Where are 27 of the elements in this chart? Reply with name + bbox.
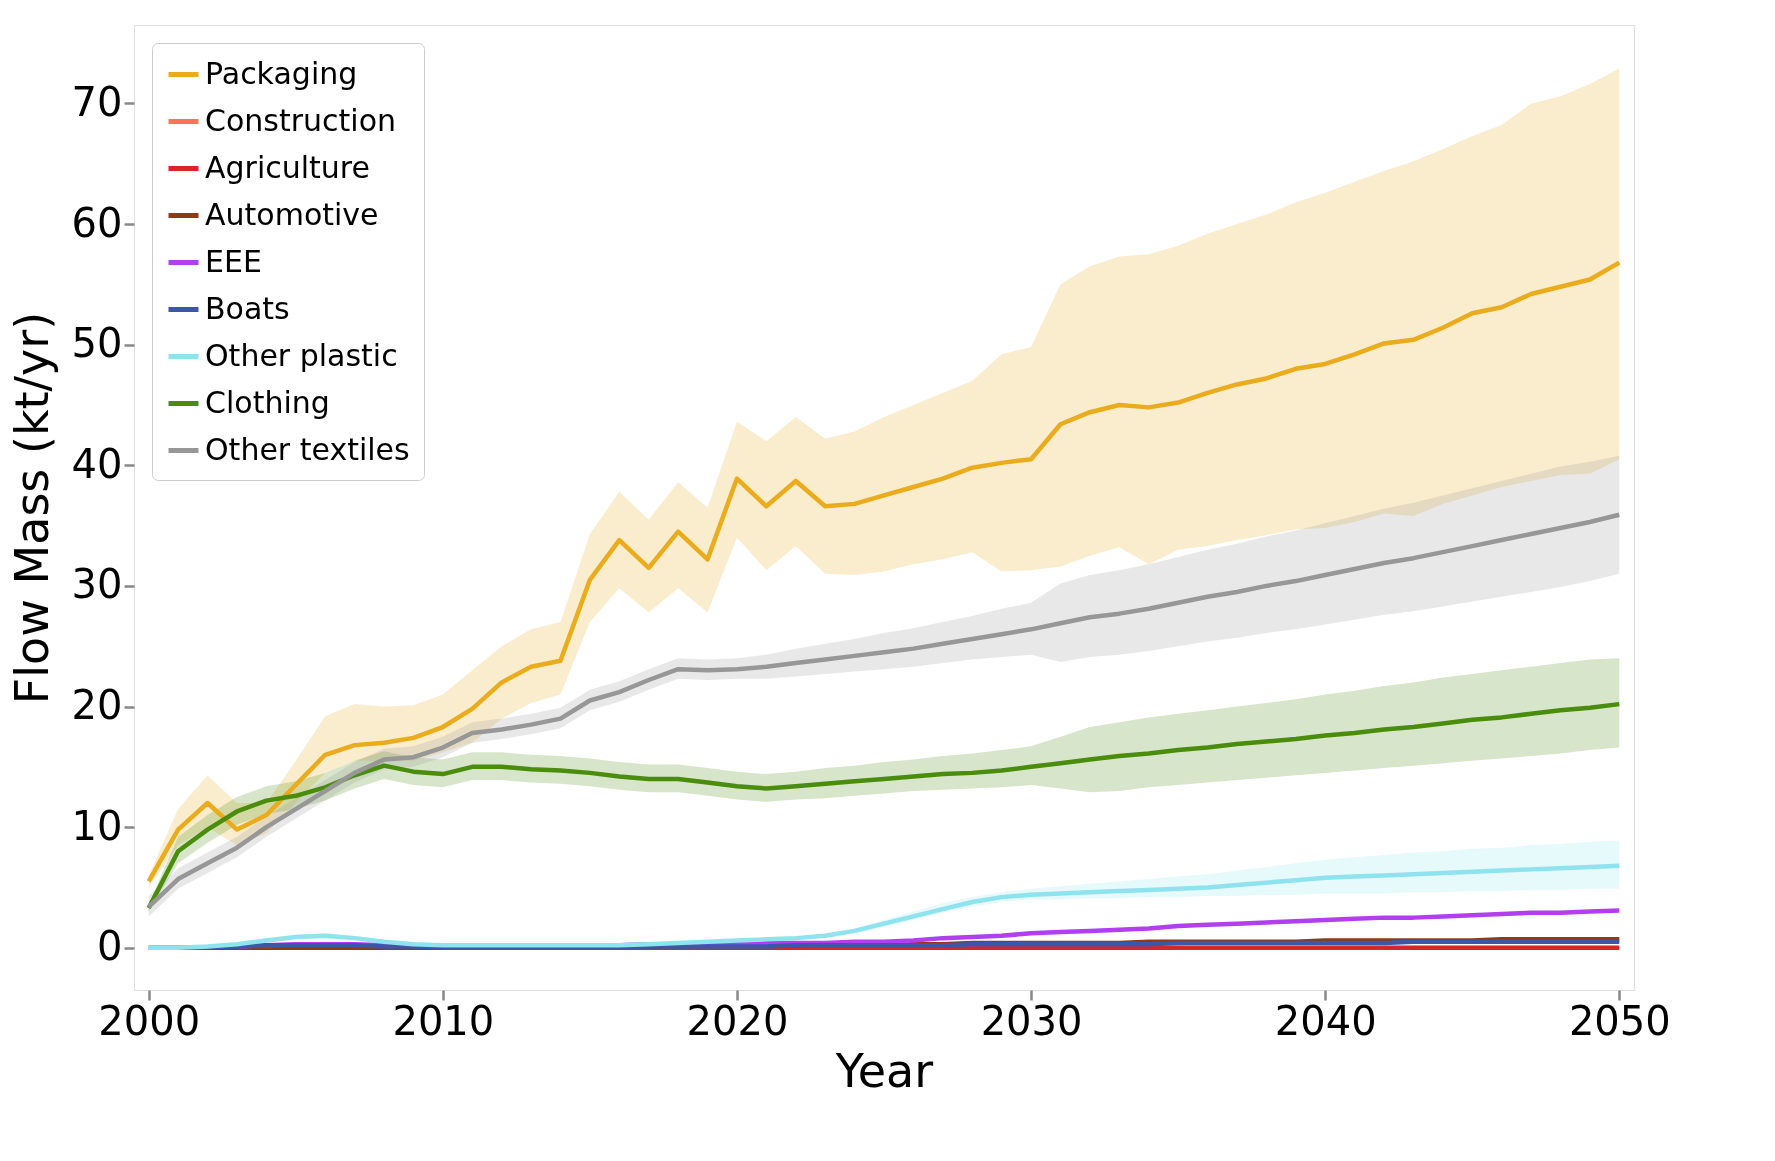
y-tick-label: 10 [71,802,123,849]
x-axis-title: Year [834,1043,934,1098]
line-series [146,863,1622,951]
legend-label: Clothing [205,384,330,420]
legend-label: Other textiles [205,431,410,467]
legend-label: Other plastic [205,337,398,373]
y-tick-label: 30 [71,561,123,608]
x-tick-label: 2010 [392,997,495,1044]
y-tick-label: 20 [71,682,123,729]
x-tick-label: 2000 [98,997,201,1044]
legend-label: Packaging [205,55,358,91]
legend-label: Construction [205,102,397,138]
y-tick-label: 60 [71,199,123,246]
legend-label: EEE [205,243,262,279]
y-tick-label: 0 [97,923,123,970]
x-tick-label: 2020 [686,997,789,1044]
legend-label: Agriculture [205,149,370,185]
line-series [146,701,1622,911]
y-axis-title: Flow Mass (kt/yr) [4,311,59,705]
x-tick-label: 2040 [1274,997,1377,1044]
y-tick-label: 40 [71,440,123,487]
legend-label: Boats [205,290,290,326]
legend-label: Automotive [205,196,379,232]
y-tick-label: 50 [71,320,123,367]
x-tick-label: 2050 [1568,997,1671,1044]
x-tick-label: 2030 [980,997,1083,1044]
y-tick-label: 70 [71,78,123,125]
